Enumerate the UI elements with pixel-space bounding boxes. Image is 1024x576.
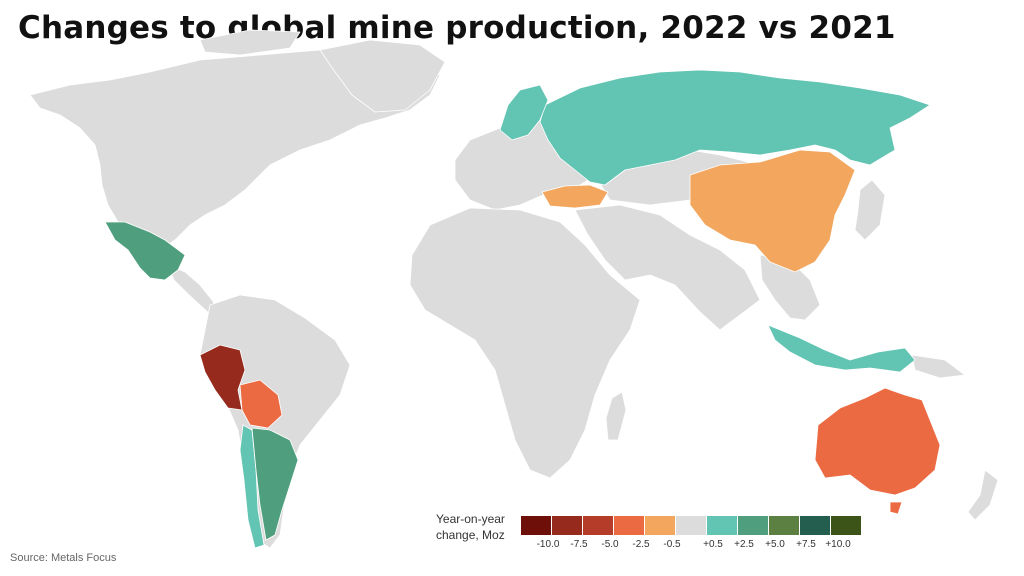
legend-swatch xyxy=(676,516,706,535)
legend-tick: +0.5 xyxy=(703,539,723,550)
legend-swatch xyxy=(552,516,582,535)
png-land xyxy=(911,354,966,379)
legend-title: Year-on-year change, Moz xyxy=(436,511,505,543)
arctic-islands-land xyxy=(199,29,301,56)
peru-region xyxy=(199,344,246,411)
china-region xyxy=(689,149,856,273)
legend-ticks: -10.0 -7.5 -5.0 -2.5 -0.5 +0.5 +2.5 +5.0… xyxy=(528,539,868,553)
africa-land xyxy=(409,207,641,479)
madagascar-land xyxy=(605,391,627,441)
legend-swatch xyxy=(738,516,768,535)
legend-title-line2: change, Moz xyxy=(436,528,505,542)
legend-title-line1: Year-on-year xyxy=(436,512,505,526)
legend-swatch xyxy=(583,516,613,535)
nordic-region xyxy=(499,84,549,141)
legend-tick: +2.5 xyxy=(734,539,754,550)
tasmania-region xyxy=(889,501,903,515)
map-title: Changes to global mine production, 2022 … xyxy=(18,10,896,46)
legend-tick: +5.0 xyxy=(765,539,785,550)
turkey-region xyxy=(541,184,609,209)
japan-land xyxy=(854,179,886,241)
legend-tick: -2.5 xyxy=(632,539,650,550)
australia-region xyxy=(814,387,941,496)
legend-swatch xyxy=(769,516,799,535)
legend-tick: +7.5 xyxy=(796,539,816,550)
mexico-region xyxy=(104,221,186,281)
middle-east-land xyxy=(574,204,761,331)
legend-tick: -5.0 xyxy=(601,539,619,550)
legend-swatch xyxy=(521,516,551,535)
legend-swatch xyxy=(831,516,861,535)
north-america-land xyxy=(29,49,441,251)
greenland-land xyxy=(319,39,446,113)
argentina-region xyxy=(251,427,299,541)
legend-tick: -7.5 xyxy=(570,539,588,550)
legend-swatch xyxy=(800,516,830,535)
legend-color-bar xyxy=(521,516,862,535)
legend-tick: +10.0 xyxy=(825,539,851,550)
russia-region xyxy=(539,69,931,186)
legend-tick: -0.5 xyxy=(663,539,681,550)
legend-swatch xyxy=(707,516,737,535)
new-zealand-land xyxy=(967,469,999,521)
indonesia-region xyxy=(767,324,916,373)
legend-tick: -10.0 xyxy=(536,539,560,550)
legend-swatch xyxy=(614,516,644,535)
source-note: Source: Metals Focus xyxy=(10,552,117,564)
bolivia-region xyxy=(239,379,283,429)
legend-swatch xyxy=(645,516,675,535)
